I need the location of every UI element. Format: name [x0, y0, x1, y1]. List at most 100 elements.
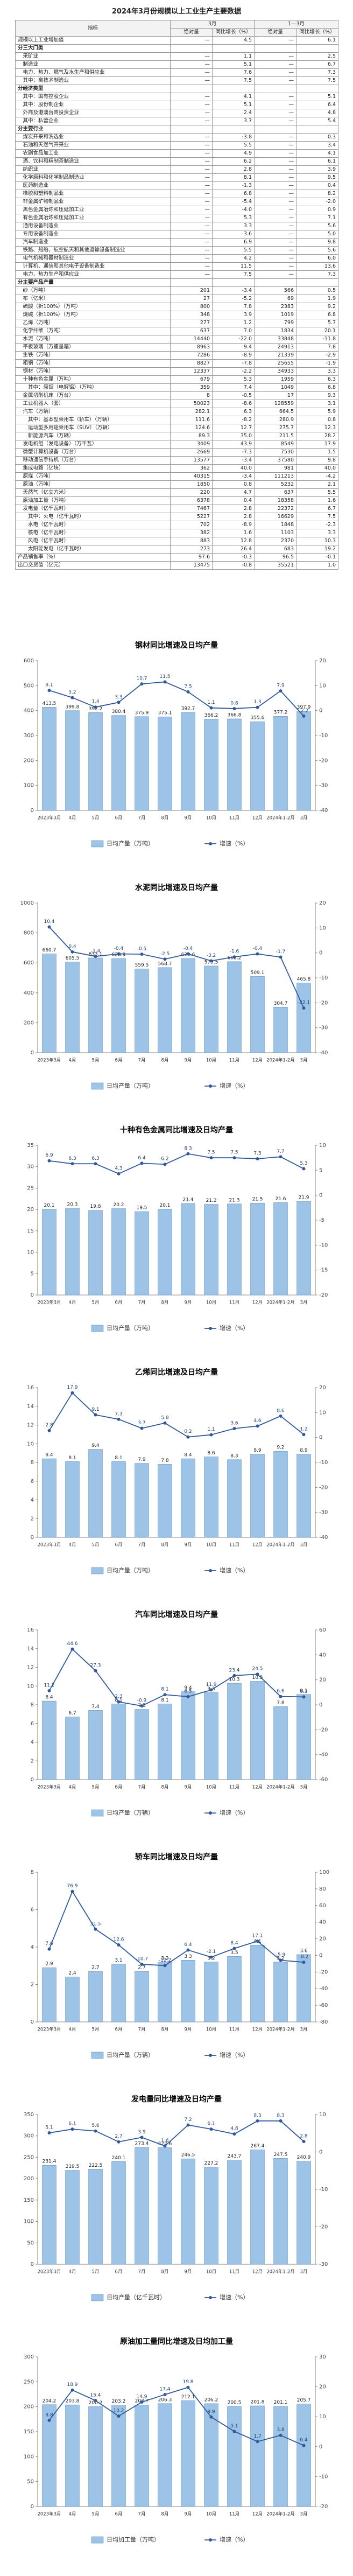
line-value-label: 12.6 [113, 1937, 124, 1942]
table-row: 专用设备制造业 —3.6—5.0 [15, 230, 339, 239]
line-value-label: 7.2 [184, 2117, 192, 2123]
line-value-label: 6.5 [184, 1689, 192, 1694]
line-marker [232, 706, 236, 710]
bar-value-label: 19.8 [90, 1204, 101, 1209]
table-cell: 20.1 [296, 327, 339, 335]
bar-value-label: 3.5 [230, 1950, 238, 1956]
y-tick-label: 50 [27, 2479, 34, 2485]
table-cell: 4.8 [296, 109, 339, 117]
y-tick-label: 200 [24, 2176, 34, 2182]
line-value-label: 19.8 [182, 2379, 193, 2385]
table-cell: 5.3 [211, 375, 255, 384]
x-tick-label: 11月 [229, 1543, 239, 1548]
x-tick-label: 4月 [69, 1300, 76, 1306]
table-cell: 3.9 [211, 311, 255, 319]
line-marker [70, 1889, 74, 1893]
table-row: 电气机械和器材制造业 —4.2—6.0 [15, 254, 339, 263]
line-marker [186, 2385, 190, 2389]
table-cell: 7.3 [296, 68, 339, 77]
table-cell: 6.8 [296, 383, 339, 392]
table-cell: 637 [170, 327, 213, 335]
table-cell: 8.2 [296, 190, 339, 198]
y-tick-label: 300 [24, 733, 34, 739]
table-cell: 5.5 [211, 246, 255, 255]
table-row: 通用设备制造业 —3.3—5.6 [15, 222, 339, 230]
line-value-label: 8.3 [277, 2113, 284, 2118]
table-cell: 13475 [170, 561, 213, 570]
table-cell: — [254, 238, 297, 247]
row-label: 原油（万吨） [15, 480, 171, 489]
table-cell: 12.3 [296, 424, 339, 432]
table-cell: — [170, 254, 213, 263]
bar-value-label: 201.1 [274, 2400, 288, 2405]
line-marker [140, 952, 144, 956]
line-marker [94, 705, 97, 709]
table-cell: 282.1 [170, 408, 213, 416]
chart: 轿车同比增速及日均产量 0 2 4 6 8 -80 -60 -40 -20 0 20 40 60 80 100… [31, 1852, 329, 2059]
table-cell: 1049 [254, 383, 297, 392]
chart: 钢材同比增速及日均产量0100200300400500600-40-30-20-… [24, 641, 328, 848]
table-cell: 664.5 [254, 408, 297, 416]
y2-tick-label: -10 [319, 1460, 328, 1466]
y-tick-label: 35 [27, 1143, 34, 1149]
bar-value-label: 7.8 [277, 1700, 285, 1706]
y-tick-label: 500 [24, 683, 34, 689]
y2-tick-label: 5 [319, 1167, 322, 1173]
line-value-label: 11.2 [44, 1683, 54, 1689]
bar [181, 1960, 195, 2022]
row-label: 纺织业 [15, 165, 171, 174]
x-tick-label: 2024年1-2月 [266, 815, 295, 821]
bar-value-label: 21.3 [229, 1198, 239, 1203]
legend-marker [209, 1569, 212, 1572]
table-cell: 16629 [254, 513, 297, 521]
table-cell: 981 [254, 464, 297, 473]
line-marker [186, 1695, 190, 1698]
line-value-label: -10.7 [136, 1956, 148, 1962]
x-tick-label: 5月 [92, 2027, 100, 2033]
line-value-label: 6.4 [184, 1942, 192, 1948]
table-cell: 1834 [254, 327, 297, 335]
bar [181, 1458, 195, 1538]
legend-marker [209, 1811, 212, 1815]
legend-label: 日均产量（万吨） [107, 1082, 154, 1089]
table-cell: 12.8 [211, 537, 255, 545]
y-tick-label: 300 [24, 2354, 34, 2360]
line-value-label: 4.6 [253, 1418, 262, 1424]
row-label: 其中：基本型乘用车（轿车）（万辆） [15, 416, 171, 424]
chart: 汽车同比增速及日均产量 0 2 4 6 8 10 12 14 16 -60 -40 -20 0 20 40 60… [27, 1610, 328, 1817]
bar [181, 712, 195, 811]
bar [296, 1954, 311, 2022]
table-cell: — [170, 181, 213, 190]
bar-value-label: 8.1 [115, 1455, 122, 1461]
chart-title: 发电量同比增速及日均产量 [131, 2095, 222, 2104]
table-row: 水泥（万吨） 14440 -22.0 33848 -11.8 [15, 335, 339, 344]
bar [42, 1700, 57, 1780]
line-value-label: -22.1 [298, 1000, 310, 1006]
x-tick-label: 5月 [92, 1543, 100, 1548]
table-cell: 348 [170, 311, 213, 319]
table-cell: 6.3 [296, 375, 339, 384]
bar [273, 716, 288, 811]
line-marker [186, 690, 190, 694]
x-tick-label: 12月 [252, 1785, 263, 1790]
x-tick-label: 2024年1-2月 [266, 1058, 295, 1063]
growth-line [48, 1890, 304, 1966]
row-label: 钢材（万吨） [15, 367, 171, 376]
bar-value-label: 10.3 [229, 1677, 239, 1683]
row-label: 其中：高技术制造业 [15, 76, 171, 85]
row-label: 汽车（万辆） [15, 408, 171, 416]
line-value-label: 6.6 [277, 1689, 285, 1694]
bar-value-label: 8.9 [253, 1448, 262, 1453]
bar-value-label: 20.1 [44, 1203, 54, 1208]
header-row: 指标 3月 1—3月 [15, 20, 339, 37]
table-cell: — [254, 198, 297, 206]
table-cell: 7.0 [211, 327, 255, 335]
bar-value-label: 465.8 [297, 977, 311, 982]
y2-tick-label: -80 [319, 2019, 328, 2025]
line-marker [256, 2440, 259, 2444]
table-row: 其中：火电（亿千瓦时） 5227 2.8 16629 7.5 [15, 513, 339, 521]
table-cell: -8.9 [211, 521, 255, 529]
line-marker [232, 2430, 236, 2433]
table-cell: 5.6 [296, 246, 339, 255]
x-tick-label: 7月 [138, 1785, 146, 1790]
